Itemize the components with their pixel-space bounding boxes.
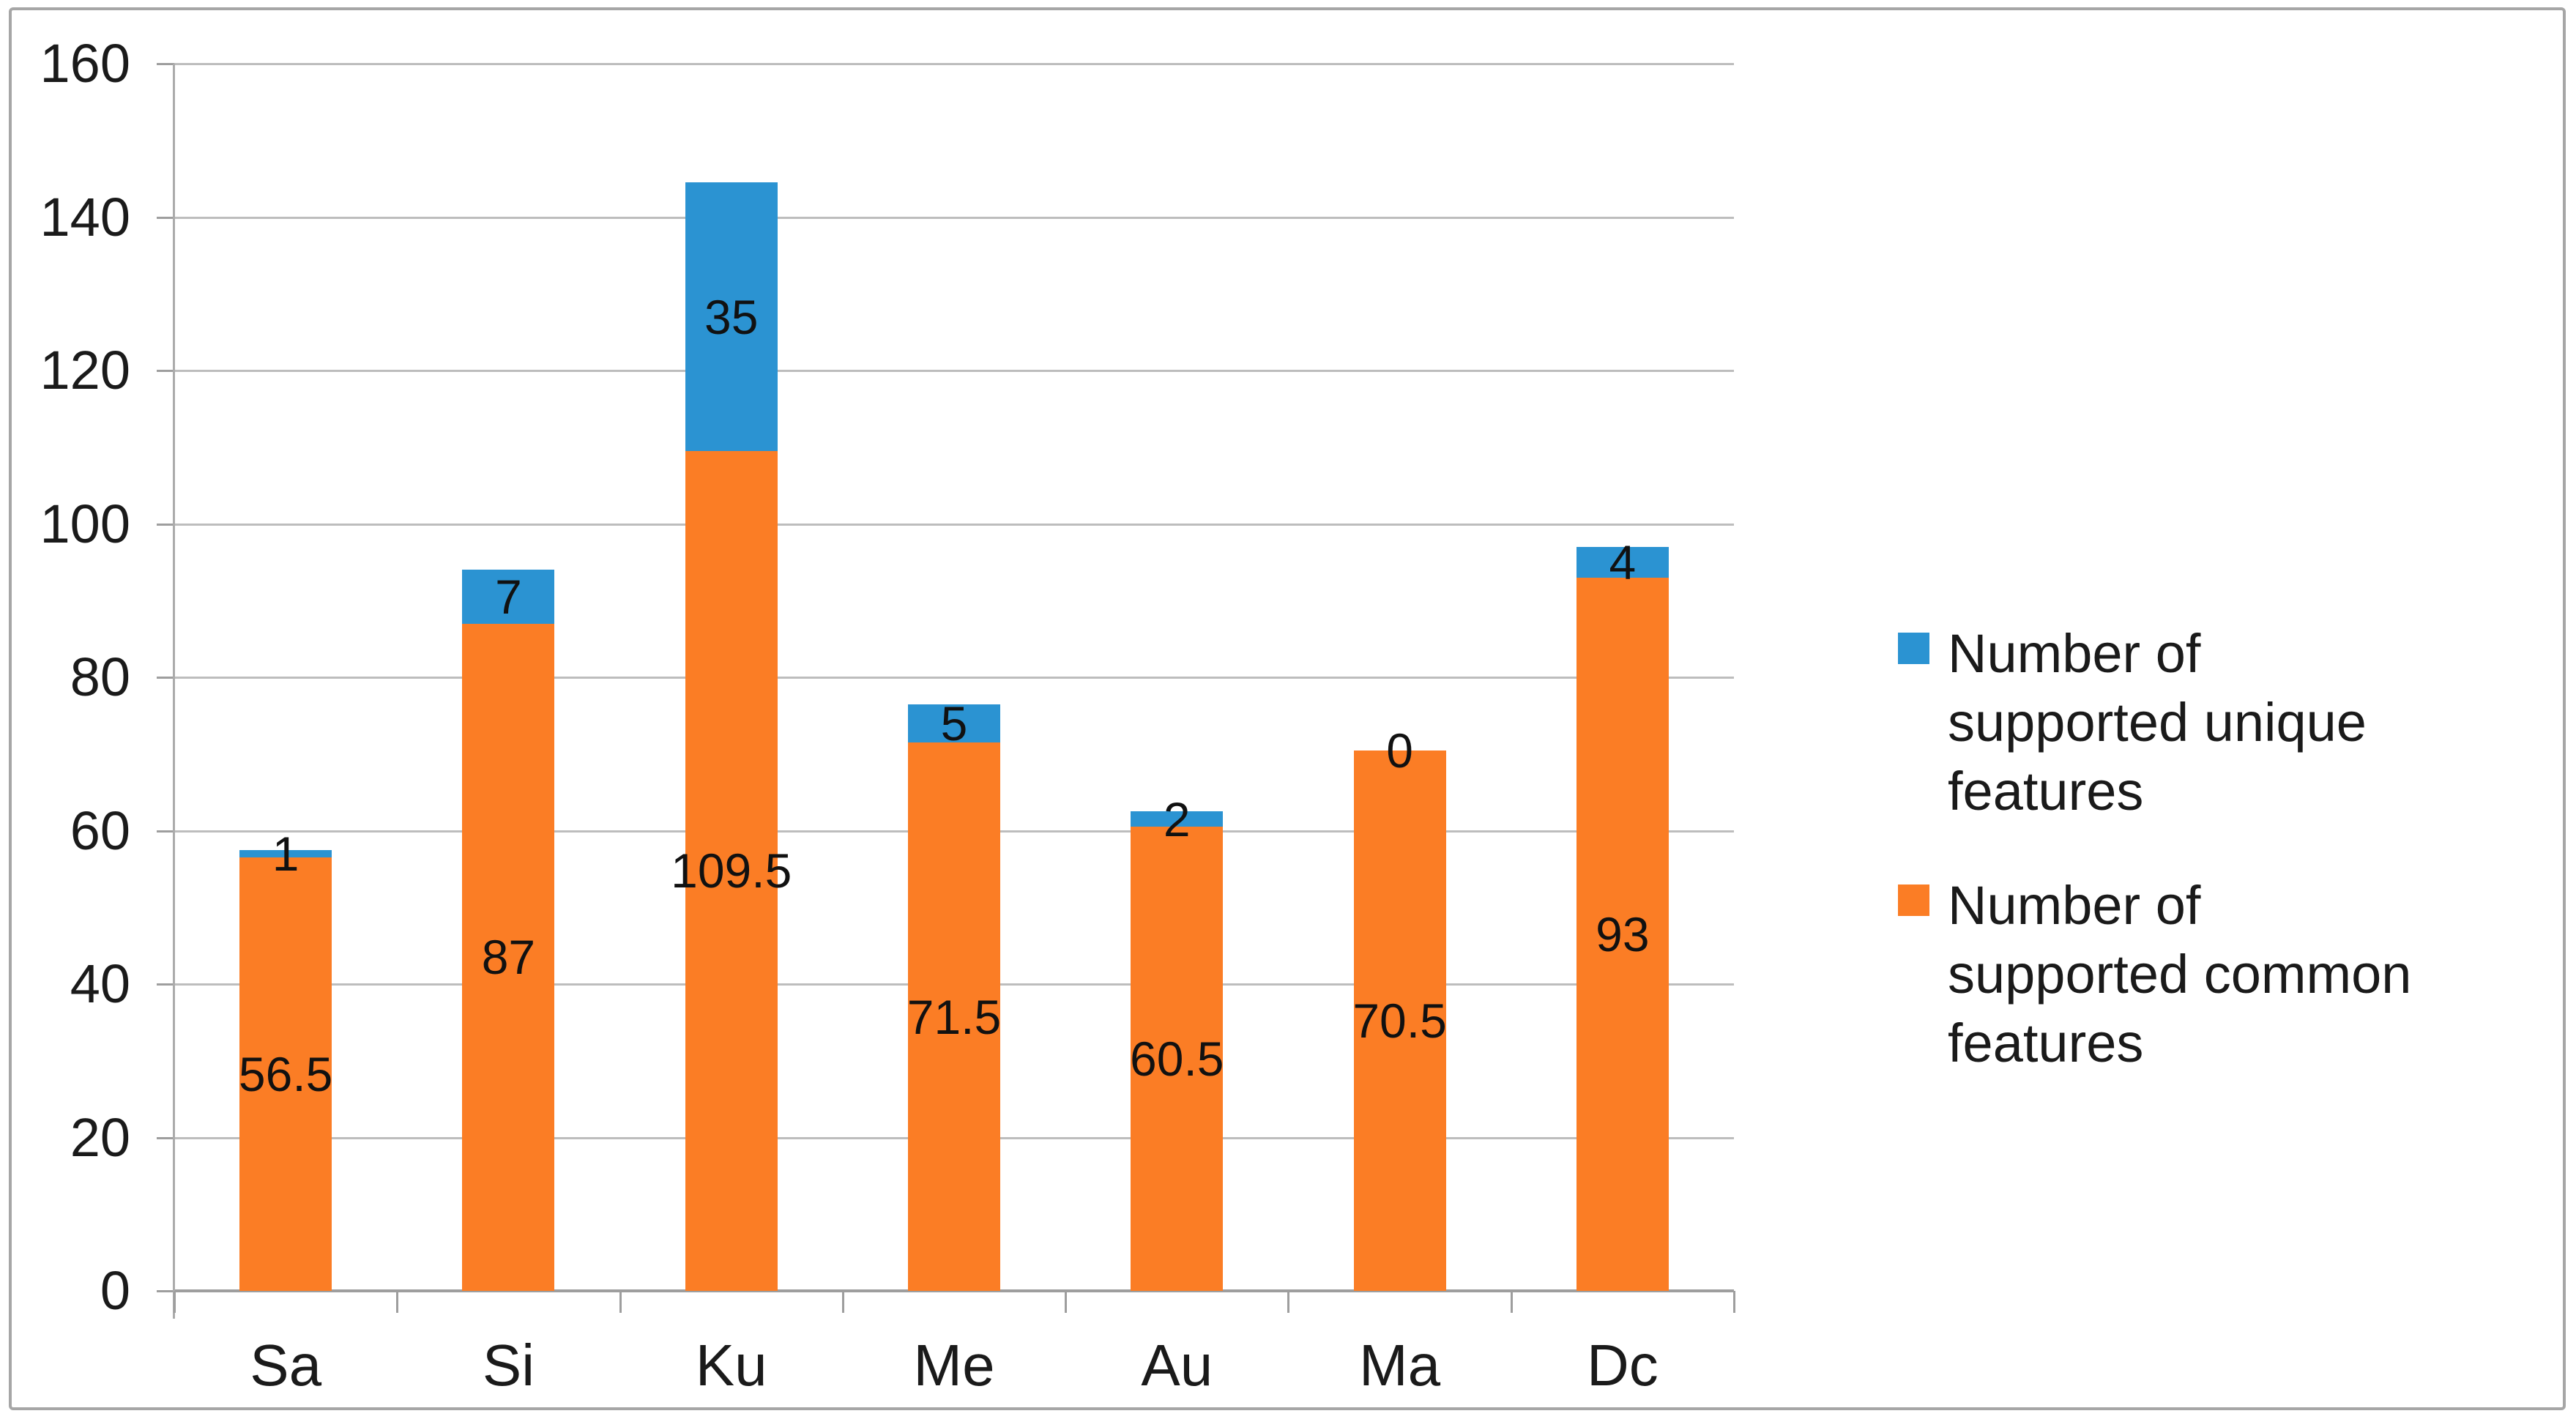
legend-swatch-unique-icon	[1898, 633, 1929, 664]
legend: Number of supported unique features Numbe…	[1898, 619, 2446, 1078]
data-label-unique-Au: 2	[1163, 792, 1191, 846]
gridline-120	[174, 370, 1734, 372]
x-label-Si: Si	[482, 1333, 535, 1398]
gridline-140	[174, 216, 1734, 219]
bar-segment-unique-Dc	[1576, 546, 1669, 578]
bar-segment-unique-Ku	[685, 182, 778, 451]
x-tick-mark-1	[396, 1291, 399, 1313]
y-tick-label-40: 40	[70, 953, 130, 1014]
y-tick-label-160: 160	[40, 33, 130, 94]
y-tick-mark-160	[157, 63, 174, 65]
gridline-160	[174, 63, 1734, 65]
legend-label-unique: Number of supported unique features	[1948, 623, 2367, 822]
y-tick-label-60: 60	[70, 800, 130, 861]
data-label-unique-Si: 7	[495, 570, 522, 624]
x-tick-mark-3	[841, 1291, 844, 1313]
bar-segment-unique-Me	[908, 704, 1000, 743]
x-tick-mark-2	[619, 1291, 622, 1313]
y-tick-mark-20	[157, 1136, 174, 1139]
x-tick-mark-4	[1065, 1291, 1068, 1313]
x-label-Ma: Ma	[1358, 1333, 1441, 1398]
x-label-Au: Au	[1141, 1333, 1213, 1398]
data-label-common-Dc: 93	[1596, 906, 1650, 961]
data-label-unique-Me: 5	[940, 696, 968, 751]
figure-border-frame	[9, 7, 2566, 1410]
bar-segment-common-Au	[1131, 827, 1224, 1291]
bar-segment-common-Ku	[685, 450, 778, 1291]
data-label-common-Au: 60.5	[1130, 1032, 1224, 1087]
data-label-unique-Ma: 0	[1386, 723, 1413, 778]
data-label-common-Sa: 56.5	[238, 1047, 333, 1102]
x-tick-mark-0	[174, 1291, 176, 1313]
y-tick-label-20: 20	[70, 1106, 130, 1168]
data-label-unique-Dc: 4	[1609, 535, 1637, 589]
y-tick-mark-140	[157, 216, 174, 219]
data-label-common-Me: 71.5	[907, 989, 1002, 1044]
y-tick-mark-40	[157, 983, 174, 986]
bar-segment-unique-Si	[462, 570, 555, 624]
x-label-Dc: Dc	[1586, 1333, 1659, 1398]
data-label-common-Si: 87	[481, 930, 536, 985]
x-tick-mark-7	[1733, 1291, 1735, 1313]
bar-segment-common-Sa	[239, 857, 332, 1291]
gridline-100	[174, 523, 1734, 526]
legend-item-common: Number of supported common features	[1898, 871, 2446, 1078]
x-label-Me: Me	[913, 1333, 995, 1398]
data-label-unique-Sa: 1	[272, 826, 299, 881]
bar-segment-common-Me	[908, 742, 1000, 1291]
y-axis-line	[173, 64, 175, 1319]
data-label-common-Ma: 70.5	[1352, 993, 1447, 1048]
y-tick-mark-120	[157, 370, 174, 372]
bar-segment-unique-Au	[1131, 811, 1224, 827]
y-tick-label-100: 100	[40, 493, 130, 554]
gridline-80	[174, 677, 1734, 679]
data-label-unique-Ku: 35	[704, 289, 759, 344]
y-tick-mark-80	[157, 677, 174, 679]
x-label-Ku: Ku	[695, 1333, 767, 1398]
x-tick-mark-5	[1287, 1291, 1290, 1313]
legend-item-unique: Number of supported unique features	[1898, 619, 2446, 826]
bar-segment-common-Dc	[1576, 577, 1669, 1291]
y-tick-mark-0	[157, 1290, 174, 1292]
y-tick-label-0: 0	[100, 1260, 130, 1321]
y-tick-label-120: 120	[40, 340, 130, 401]
y-tick-mark-60	[157, 830, 174, 833]
bar-segment-unique-Sa	[239, 849, 332, 858]
x-axis-line	[174, 1289, 1734, 1292]
y-tick-label-140: 140	[40, 186, 130, 247]
x-label-Sa: Sa	[250, 1333, 322, 1398]
y-tick-mark-100	[157, 523, 174, 526]
y-tick-label-80: 80	[70, 647, 130, 707]
bar-segment-common-Ma	[1353, 750, 1446, 1291]
legend-swatch-common-icon	[1898, 884, 1929, 916]
bar-segment-common-Si	[462, 623, 555, 1291]
x-tick-mark-6	[1510, 1291, 1513, 1313]
legend-label-common: Number of supported common features	[1948, 875, 2412, 1073]
data-label-common-Ku: 109.5	[671, 843, 792, 898]
